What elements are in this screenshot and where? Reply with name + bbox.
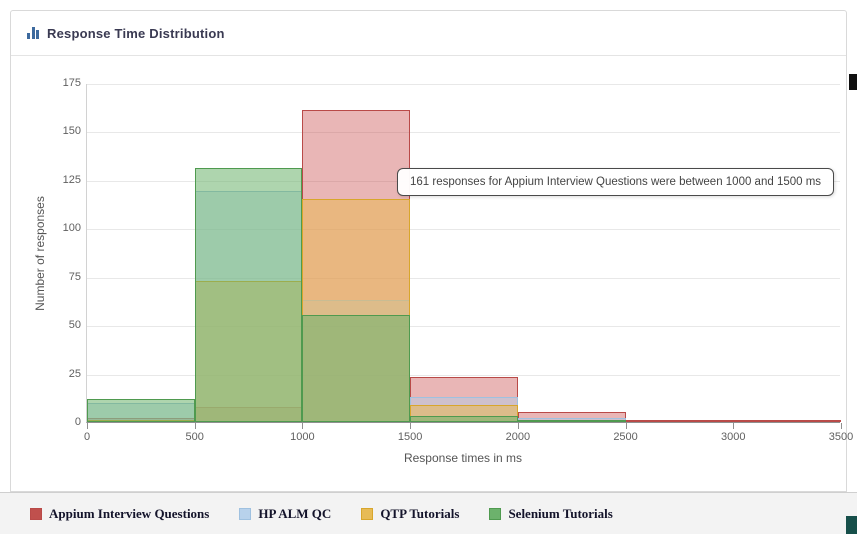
x-tick-mark	[517, 423, 519, 429]
y-tick-label: 0	[74, 416, 81, 428]
x-tick-mark	[733, 423, 735, 429]
y-tick-label: 150	[62, 125, 81, 138]
x-tick-label: 500	[185, 431, 204, 443]
legend-swatch	[489, 507, 502, 520]
x-tick-label: 0	[83, 431, 91, 443]
legend-label: QTP Tutorials	[380, 505, 460, 521]
bar-appium-interview-questions-2500-3000[interactable]	[625, 420, 734, 422]
gridline	[87, 132, 840, 134]
legend-item-hp-alm-qc[interactable]: HP ALM QC	[239, 506, 331, 522]
bar-appium-interview-questions-3000-3500[interactable]	[733, 420, 841, 422]
legend-item-qtp-tutorials[interactable]: QTP Tutorials	[361, 506, 459, 522]
chart-area: Number of responses Response times in ms…	[11, 56, 854, 492]
legend-label: HP ALM QC	[258, 505, 332, 521]
x-tick-mark	[410, 423, 412, 429]
chart-tooltip: 161 responses for Appium Interview Quest…	[397, 168, 835, 196]
screen-artifact-bottom-right	[846, 516, 857, 534]
y-tick-label: 175	[62, 77, 81, 89]
gridline	[87, 229, 840, 231]
legend-label: Selenium Tutorials	[508, 505, 613, 521]
gridline	[87, 326, 840, 328]
x-tick-label: 3000	[721, 431, 746, 443]
x-tick-mark	[841, 423, 842, 429]
tooltip-text: 161 responses for Appium Interview Quest…	[410, 176, 822, 188]
x-tick-mark	[194, 423, 196, 429]
x-tick-mark	[625, 423, 627, 429]
legend-swatch	[239, 507, 252, 520]
bar-selenium-tutorials-0-500[interactable]	[87, 398, 195, 422]
panel-header: Response Time Distribution	[11, 11, 846, 56]
gridline	[87, 84, 840, 85]
gridline	[87, 374, 840, 376]
x-tick-mark	[87, 423, 88, 429]
bar-selenium-tutorials-1000-1500[interactable]	[302, 315, 411, 422]
screen-artifact-top-right	[849, 74, 857, 90]
x-tick-label: 2500	[613, 431, 638, 443]
legend-swatch	[361, 507, 374, 520]
x-tick-label: 3500	[828, 431, 854, 443]
chart-panel: Response Time Distribution Number of res…	[10, 10, 854, 492]
bar-selenium-tutorials-2000-2500[interactable]	[517, 420, 626, 422]
y-tick-label: 50	[68, 319, 81, 332]
y-tick-label: 100	[62, 222, 81, 235]
legend-label: Appium Interview Questions	[49, 505, 210, 521]
y-tick-label: 75	[68, 270, 81, 283]
bar-chart-icon	[27, 27, 39, 39]
panel-title: Response Time Distribution	[47, 25, 225, 41]
x-tick-mark	[302, 423, 304, 429]
bar-selenium-tutorials-1500-2000[interactable]	[410, 416, 518, 422]
bar-selenium-tutorials-500-1000[interactable]	[194, 168, 303, 422]
legend-item-selenium-tutorials[interactable]: Selenium Tutorials	[489, 505, 613, 522]
x-tick-label: 2000	[505, 431, 531, 443]
legend: Appium Interview Questions HP ALM QC QTP T…	[0, 492, 857, 534]
y-tick-label: 25	[68, 367, 81, 380]
x-tick-label: 1000	[290, 431, 315, 443]
legend-item-appium-interview-questions[interactable]: Appium Interview Questions	[30, 506, 209, 522]
x-tick-label: 1500	[397, 431, 423, 443]
gridline	[87, 277, 840, 279]
y-tick-label: 125	[62, 173, 81, 186]
legend-swatch	[30, 507, 42, 520]
plot-area: 0 25 50 75 100 125 150 175 0 500 1000 1500 2000 2500 3…	[63, 77, 854, 443]
x-axis-title: Response times in ms	[403, 451, 523, 465]
